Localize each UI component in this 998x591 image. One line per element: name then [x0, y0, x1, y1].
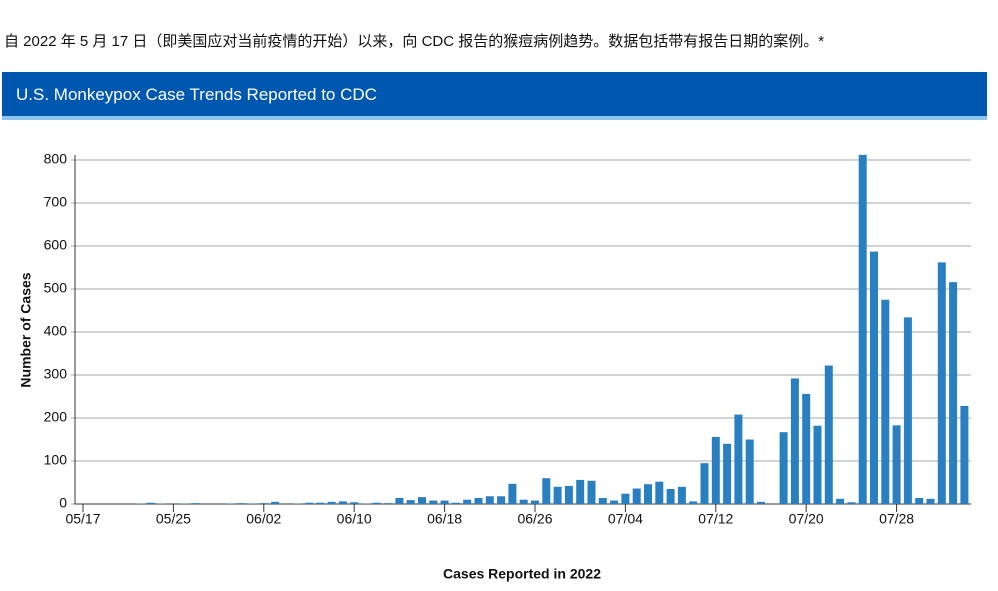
- bar: [960, 405, 969, 504]
- bar: [406, 500, 415, 504]
- bar: [655, 481, 664, 504]
- y-tick-label: 800: [44, 151, 68, 167]
- bar: [903, 317, 912, 504]
- bar: [146, 502, 155, 504]
- bar: [677, 486, 686, 504]
- y-tick-label: 300: [44, 366, 68, 382]
- bar: [327, 501, 336, 504]
- bar: [429, 500, 438, 504]
- bar: [858, 154, 867, 504]
- bar: [711, 436, 720, 504]
- y-tick-label: 500: [44, 280, 68, 296]
- bar: [598, 497, 607, 504]
- bar: [451, 502, 460, 504]
- bar: [723, 443, 732, 504]
- bar: [644, 484, 652, 504]
- bar: [418, 497, 426, 504]
- bar: [813, 425, 822, 504]
- bar: [949, 282, 958, 504]
- x-tick-label: 06/02: [246, 511, 281, 527]
- bar: [564, 485, 573, 504]
- y-tick-label: 200: [44, 409, 68, 425]
- bar: [508, 483, 517, 504]
- bar: [802, 393, 811, 504]
- bar: [542, 478, 551, 504]
- bar: [463, 499, 472, 504]
- y-axis-label: Number of Cases: [18, 272, 34, 387]
- bar: [847, 502, 856, 504]
- bar: [881, 299, 890, 504]
- bar: [531, 500, 539, 504]
- y-tick-label: 600: [44, 237, 68, 253]
- bar: [519, 499, 528, 504]
- bar: [395, 497, 404, 504]
- bar: [576, 479, 585, 504]
- y-tick-label: 700: [44, 194, 68, 210]
- x-tick-label: 07/04: [608, 511, 643, 527]
- x-tick-label: 07/28: [879, 511, 914, 527]
- bar: [610, 500, 619, 504]
- bar: [621, 493, 630, 504]
- intro-text: 自 2022 年 5 月 17 日（即美国应对当前疫情的开始）以来，向 CDC …: [4, 33, 825, 50]
- bar: [271, 501, 280, 504]
- bar: [237, 503, 246, 504]
- bar: [485, 496, 494, 504]
- x-tick-label: 05/17: [65, 511, 100, 527]
- bar: [632, 488, 641, 504]
- bar: [305, 502, 313, 504]
- bar: [892, 425, 901, 504]
- bar: [497, 496, 506, 504]
- y-tick-label: 100: [44, 452, 68, 468]
- bar: [745, 439, 754, 504]
- bar: [915, 497, 924, 504]
- bar: [700, 463, 709, 504]
- bar: [338, 501, 347, 504]
- bar: [259, 503, 268, 504]
- bar: [937, 262, 946, 504]
- panel-header: U.S. Monkeypox Case Trends Reported to C…: [2, 72, 987, 120]
- x-tick-label: 06/18: [427, 511, 462, 527]
- bar: [474, 497, 483, 504]
- bar: [870, 251, 878, 504]
- y-tick-label: 400: [44, 323, 68, 339]
- bar: [372, 502, 381, 504]
- bar: [734, 414, 743, 504]
- bar: [926, 498, 935, 504]
- bar: [689, 501, 698, 504]
- x-tick-label: 05/25: [156, 511, 191, 527]
- chart-title: U.S. Monkeypox Case Trends Reported to C…: [16, 85, 377, 104]
- x-tick-label: 06/10: [337, 511, 372, 527]
- x-tick-label: 07/20: [789, 511, 824, 527]
- bar: [553, 486, 562, 504]
- bar: [587, 480, 596, 504]
- bar: [440, 500, 449, 504]
- bar: [824, 365, 833, 504]
- bar: [666, 488, 675, 504]
- bar: [779, 432, 788, 504]
- x-axis-label: Cases Reported in 2022: [443, 566, 601, 582]
- y-tick-label: 0: [59, 495, 67, 511]
- bar: [192, 503, 200, 504]
- bar: [384, 503, 393, 504]
- bar: [316, 502, 325, 504]
- bar: [836, 498, 845, 504]
- bar: [350, 502, 359, 504]
- x-tick-label: 06/26: [517, 511, 552, 527]
- bar: [790, 378, 799, 504]
- x-tick-label: 07/12: [698, 511, 733, 527]
- bar: [757, 501, 765, 504]
